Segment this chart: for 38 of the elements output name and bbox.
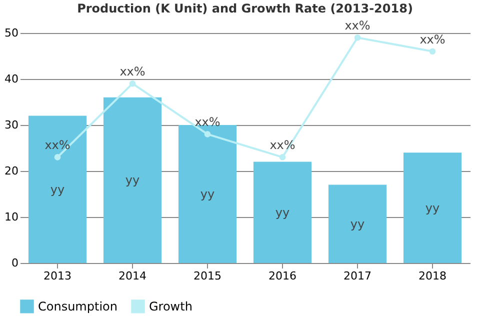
data-label: xx% <box>270 138 296 152</box>
y-tick-label: 50 <box>4 26 18 40</box>
chart-title: Production (K Unit) and Growth Rate (2013-2018) <box>77 2 413 16</box>
data-label: yy <box>125 173 140 188</box>
legend-label: Growth <box>149 299 192 314</box>
data-label: yy <box>425 200 440 215</box>
data-label: xx% <box>420 32 446 46</box>
point <box>129 80 136 87</box>
point <box>279 154 286 160</box>
bar <box>403 152 462 263</box>
data-label: yy <box>50 182 65 196</box>
bar <box>328 184 387 263</box>
data-label: xx% <box>344 18 370 33</box>
y-tick-label: 20 <box>4 164 18 178</box>
bar <box>103 97 162 263</box>
x-tick-label: 2014 <box>118 270 146 282</box>
data-label: yy <box>350 216 365 231</box>
y-tick-label: 40 <box>4 72 18 86</box>
data-label: xx% <box>44 138 70 152</box>
x-tick-label: 2018 <box>418 270 446 282</box>
point <box>429 48 436 55</box>
x-tick-label: 2017 <box>344 270 372 282</box>
bar <box>253 162 312 263</box>
y-tick-label: 10 <box>4 210 18 224</box>
data-label: xx% <box>120 64 146 79</box>
data-label: yy <box>200 187 215 201</box>
point <box>204 131 211 138</box>
x-tick-label: 2015 <box>194 270 222 282</box>
legend-label: Consumption <box>38 299 118 314</box>
y-tick-label: 0 <box>12 256 18 270</box>
bar <box>178 125 237 263</box>
bar <box>28 116 87 263</box>
data-label: yy <box>275 205 290 220</box>
x-tick-label: 2016 <box>268 270 296 282</box>
point <box>54 154 61 160</box>
x-tick-label: 2013 <box>44 270 72 282</box>
y-tick-label: 30 <box>4 118 18 132</box>
point <box>354 34 361 41</box>
